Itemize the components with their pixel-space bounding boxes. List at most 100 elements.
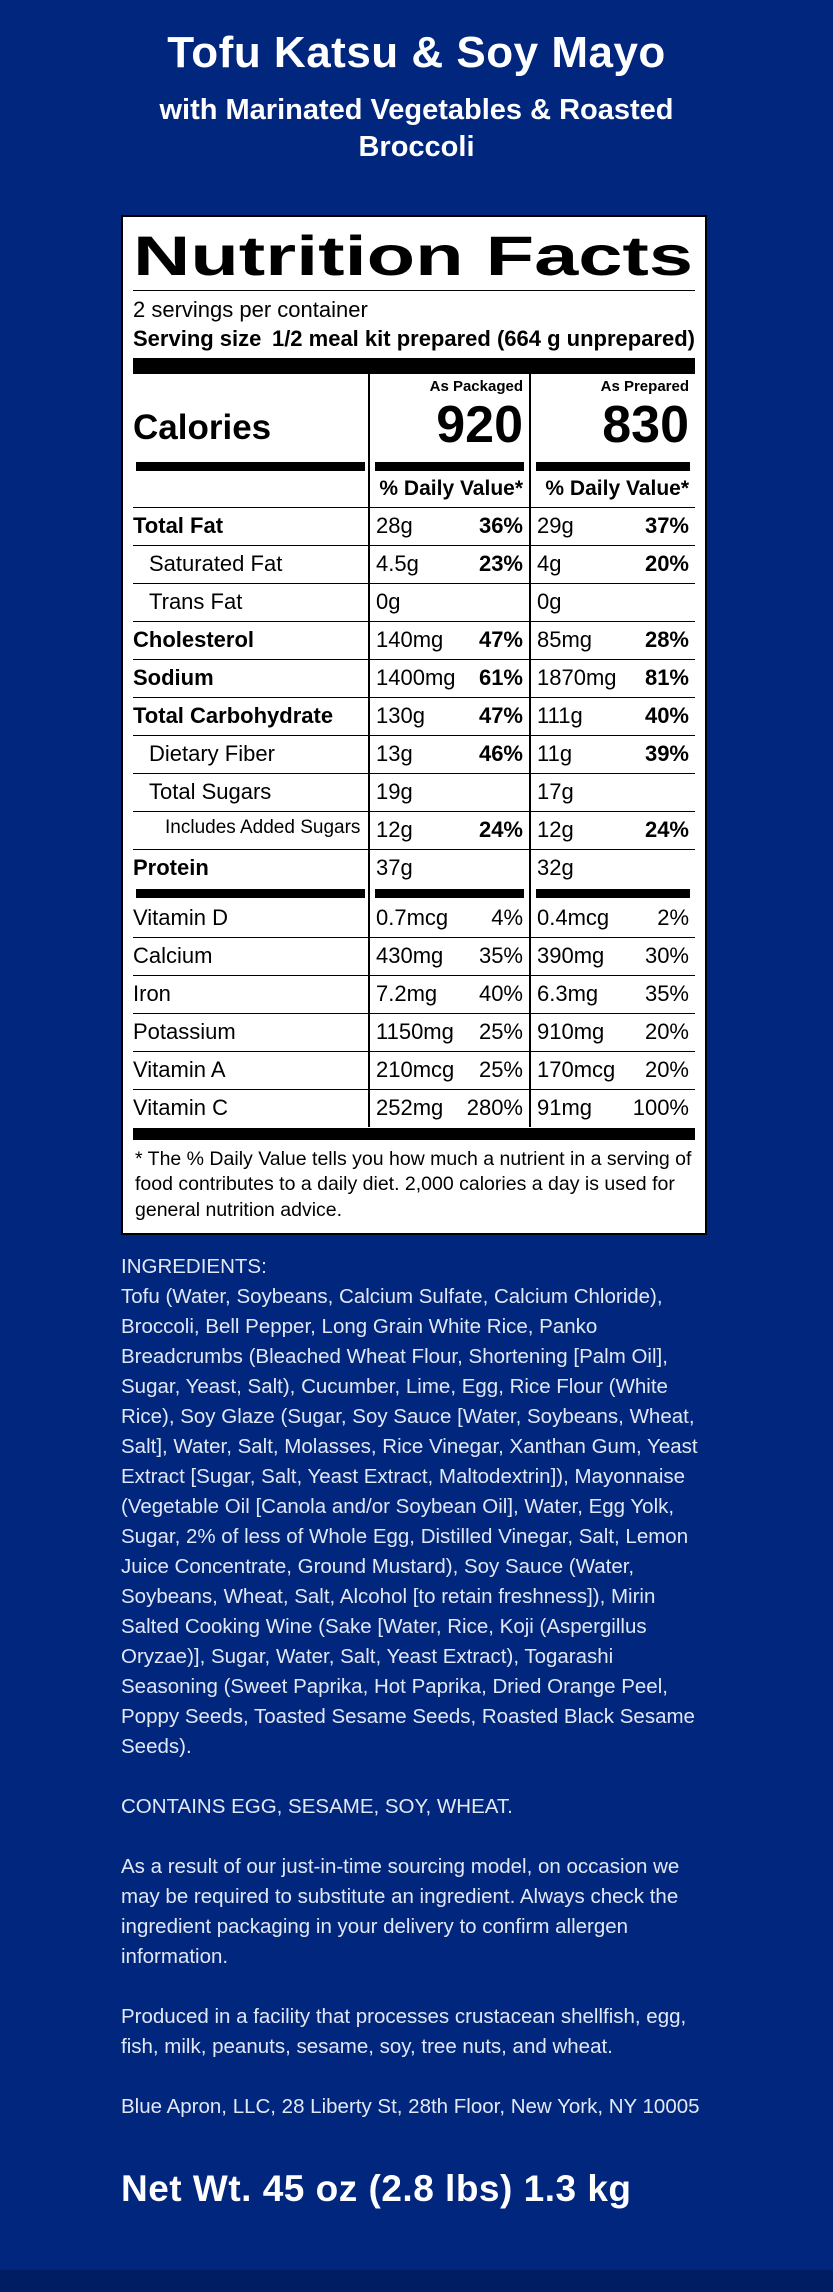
nutrient-dv: 81%: [644, 665, 689, 691]
nutrient-dv: 40%: [644, 703, 689, 729]
nutrient-dv: 20%: [644, 551, 689, 577]
nutrient-dv: 35%: [644, 981, 689, 1007]
nutrient-amount: 91mg: [537, 1095, 593, 1121]
nutrient-packaged-cell: 4.5g 23%: [368, 545, 529, 584]
nutrient-name: Sodium: [133, 665, 214, 691]
nutrient-name-cell: Trans Fat: [133, 583, 368, 621]
nutrient-name: Potassium: [133, 1019, 236, 1045]
serving-size-value: 1/2 meal kit prepared (664 g unprepared): [271, 326, 695, 351]
serving-size-label: Serving size: [133, 326, 262, 351]
nutrient-packaged-cell: 28g 36%: [368, 507, 529, 546]
nutrient-prepared-cell: 390mg 30%: [529, 937, 695, 976]
nutrient-dv: 4%: [491, 905, 523, 931]
facility-note: Produced in a facility that processes cr…: [121, 2005, 687, 2058]
nutrition-facts-title-graphic: Nutrition Facts: [133, 225, 693, 287]
as-prepared-header: As Prepared: [600, 378, 689, 395]
substitution-note: As a result of our just-in-time sourcing…: [121, 1855, 680, 1968]
nutrient-name: Vitamin A: [133, 1057, 226, 1083]
nutrient-name: Calcium: [133, 943, 213, 969]
nutrient-name: Includes Added Sugars: [165, 817, 361, 839]
nutrient-name: Saturated Fat: [149, 551, 283, 577]
serving-size-row: Serving size 1/2 meal kit prepared (664 …: [133, 324, 695, 358]
dv-header-spacer: [133, 473, 368, 507]
nutrient-name: Vitamin D: [133, 905, 228, 931]
nutrient-prepared-cell: 6.3mg 35%: [529, 975, 695, 1014]
nutrient-packaged-cell: 1400mg 61%: [368, 659, 529, 698]
medium-divider: [133, 460, 368, 473]
meal-header: Tofu Katsu & Soy Mayo with Marinated Veg…: [0, 28, 833, 166]
nutrient-dv: 25%: [478, 1057, 523, 1083]
nutrient-amount: 28g: [376, 513, 413, 539]
nutrient-name-cell: Dietary Fiber: [133, 735, 368, 773]
nutrient-packaged-cell: 140mg 47%: [368, 621, 529, 660]
medium-divider: [133, 887, 368, 900]
medium-divider: [529, 460, 695, 474]
calories-prepared-cell: As Prepared 830: [529, 374, 695, 461]
nutrient-dv: 37%: [644, 513, 689, 539]
thick-divider-top: [133, 358, 695, 374]
nutrient-name-cell: Vitamin D: [133, 900, 368, 937]
nutrient-name-cell: Vitamin C: [133, 1089, 368, 1127]
nutrient-packaged-cell: 0.7mcg 4%: [368, 900, 529, 938]
calories-cell: Calories: [133, 374, 368, 460]
nutrient-prepared-cell: 0g: [529, 583, 695, 622]
nutrient-name-cell: Total Sugars: [133, 773, 368, 811]
nutrient-packaged-cell: 430mg 35%: [368, 937, 529, 976]
nutrient-amount: 1400mg: [376, 665, 456, 691]
nutrient-amount: 910mg: [537, 1019, 605, 1045]
nutrient-dv: 47%: [478, 703, 523, 729]
allergen-contains: CONTAINS EGG, SESAME, SOY, WHEAT.: [121, 1795, 513, 1818]
nutrient-name: Vitamin C: [133, 1095, 228, 1121]
nutrient-dv: 100%: [632, 1095, 689, 1121]
nutrient-amount: 4.5g: [376, 551, 419, 577]
nutrient-dv: 2%: [657, 905, 689, 931]
nutrient-prepared-cell: 12g 24%: [529, 811, 695, 850]
nutrient-amount: 1150mg: [376, 1019, 454, 1045]
medium-divider: [368, 460, 529, 474]
nutrient-amount: 32g: [537, 855, 574, 881]
nutrient-packaged-cell: 0g: [368, 583, 529, 622]
nutrient-amount: 140mg: [376, 627, 444, 653]
nutrient-amount: 130g: [376, 703, 425, 729]
dv-header-packaged: % Daily Value*: [368, 473, 529, 508]
nutrient-amount: 4g: [537, 551, 562, 577]
as-packaged-header: As Packaged: [429, 378, 523, 395]
nutrient-dv: 35%: [478, 943, 523, 969]
nutrient-name: Total Carbohydrate: [133, 703, 334, 729]
nutrient-amount: 12g: [376, 817, 413, 843]
nutrient-packaged-cell: 19g: [368, 773, 529, 812]
nutrient-amount: 19g: [376, 779, 413, 805]
ingredients-body: Tofu (Water, Soybeans, Calcium Sulfate, …: [121, 1285, 698, 1758]
nutrient-packaged-cell: 37g: [368, 849, 529, 888]
nutrient-prepared-cell: 111g 40%: [529, 697, 695, 736]
nutrient-amount: 29g: [537, 513, 574, 539]
nutrient-dv: 25%: [478, 1019, 523, 1045]
nutrient-amount: 1870mg: [537, 665, 617, 691]
nutrient-packaged-cell: 12g 24%: [368, 811, 529, 850]
nutrient-name-cell: Calcium: [133, 937, 368, 975]
nutrient-packaged-cell: 130g 47%: [368, 697, 529, 736]
nutrient-dv: 23%: [478, 551, 523, 577]
nutrient-amount: 252mg: [376, 1095, 444, 1121]
nutrient-dv: 20%: [644, 1057, 689, 1083]
nutrient-dv: 280%: [466, 1095, 523, 1121]
nutrient-name-cell: Total Fat: [133, 507, 368, 545]
nutrient-amount: 0g: [376, 589, 401, 615]
thick-divider-bottom: [133, 1128, 695, 1141]
nutrient-dv: 36%: [478, 513, 523, 539]
nutrient-name: Total Sugars: [149, 779, 272, 805]
calories-packaged-value: 920: [436, 396, 523, 454]
nutrient-prepared-cell: 910mg 20%: [529, 1013, 695, 1052]
nutrient-amount: 0.4mcg: [537, 905, 610, 931]
nutrient-name-cell: Saturated Fat: [133, 545, 368, 583]
calories-label: Calories: [133, 408, 272, 448]
nutrient-amount: 210mcg: [376, 1057, 455, 1083]
nutrient-prepared-cell: 32g: [529, 849, 695, 888]
daily-value-footnote: * The % Daily Value tells you how much a…: [135, 1148, 692, 1221]
nutrient-amount: 390mg: [537, 943, 605, 969]
company-address: Blue Apron, LLC, 28 Liberty St, 28th Flo…: [121, 2095, 700, 2118]
dv-header-prepared: % Daily Value*: [529, 473, 695, 508]
nutrient-amount: 170mcg: [537, 1057, 616, 1083]
nutrient-packaged-cell: 1150mg 25%: [368, 1013, 529, 1052]
nutrient-name-cell: Cholesterol: [133, 621, 368, 659]
